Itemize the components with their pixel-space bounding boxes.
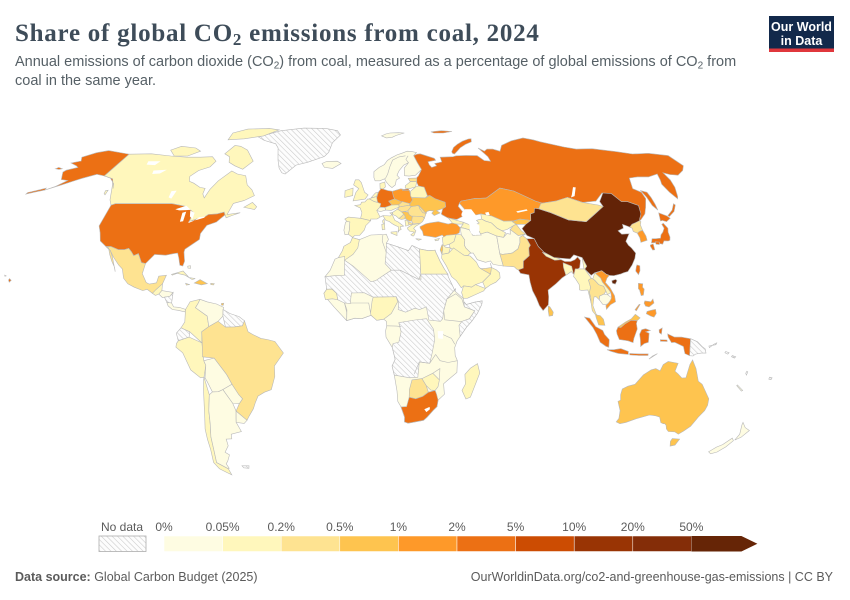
svg-text:Our World: Our World [771,20,832,34]
svg-text:20%: 20% [621,520,645,534]
svg-text:0%: 0% [155,520,173,534]
svg-text:in Data: in Data [781,34,824,48]
svg-text:coal in the same year.: coal in the same year. [15,73,156,89]
svg-text:0.05%: 0.05% [206,520,240,534]
svg-text:No data: No data [101,520,143,534]
svg-text:0.2%: 0.2% [268,520,296,534]
svg-text:1%: 1% [390,520,408,534]
svg-text:Data source: Global Carbon Bud: Data source: Global Carbon Budget (2025) [15,570,258,584]
svg-text:OurWorldinData.org/co2-and-gre: OurWorldinData.org/co2-and-greenhouse-ga… [471,570,834,584]
svg-text:50%: 50% [679,520,703,534]
svg-text:5%: 5% [507,520,525,534]
svg-text:0.5%: 0.5% [326,520,354,534]
svg-text:Share of global CO2 emissions: Share of global CO2 emissions from coal,… [15,20,540,49]
svg-text:2%: 2% [448,520,466,534]
svg-text:10%: 10% [562,520,586,534]
svg-text:Annual emissions of carbon dio: Annual emissions of carbon dioxide (CO2)… [15,54,736,72]
